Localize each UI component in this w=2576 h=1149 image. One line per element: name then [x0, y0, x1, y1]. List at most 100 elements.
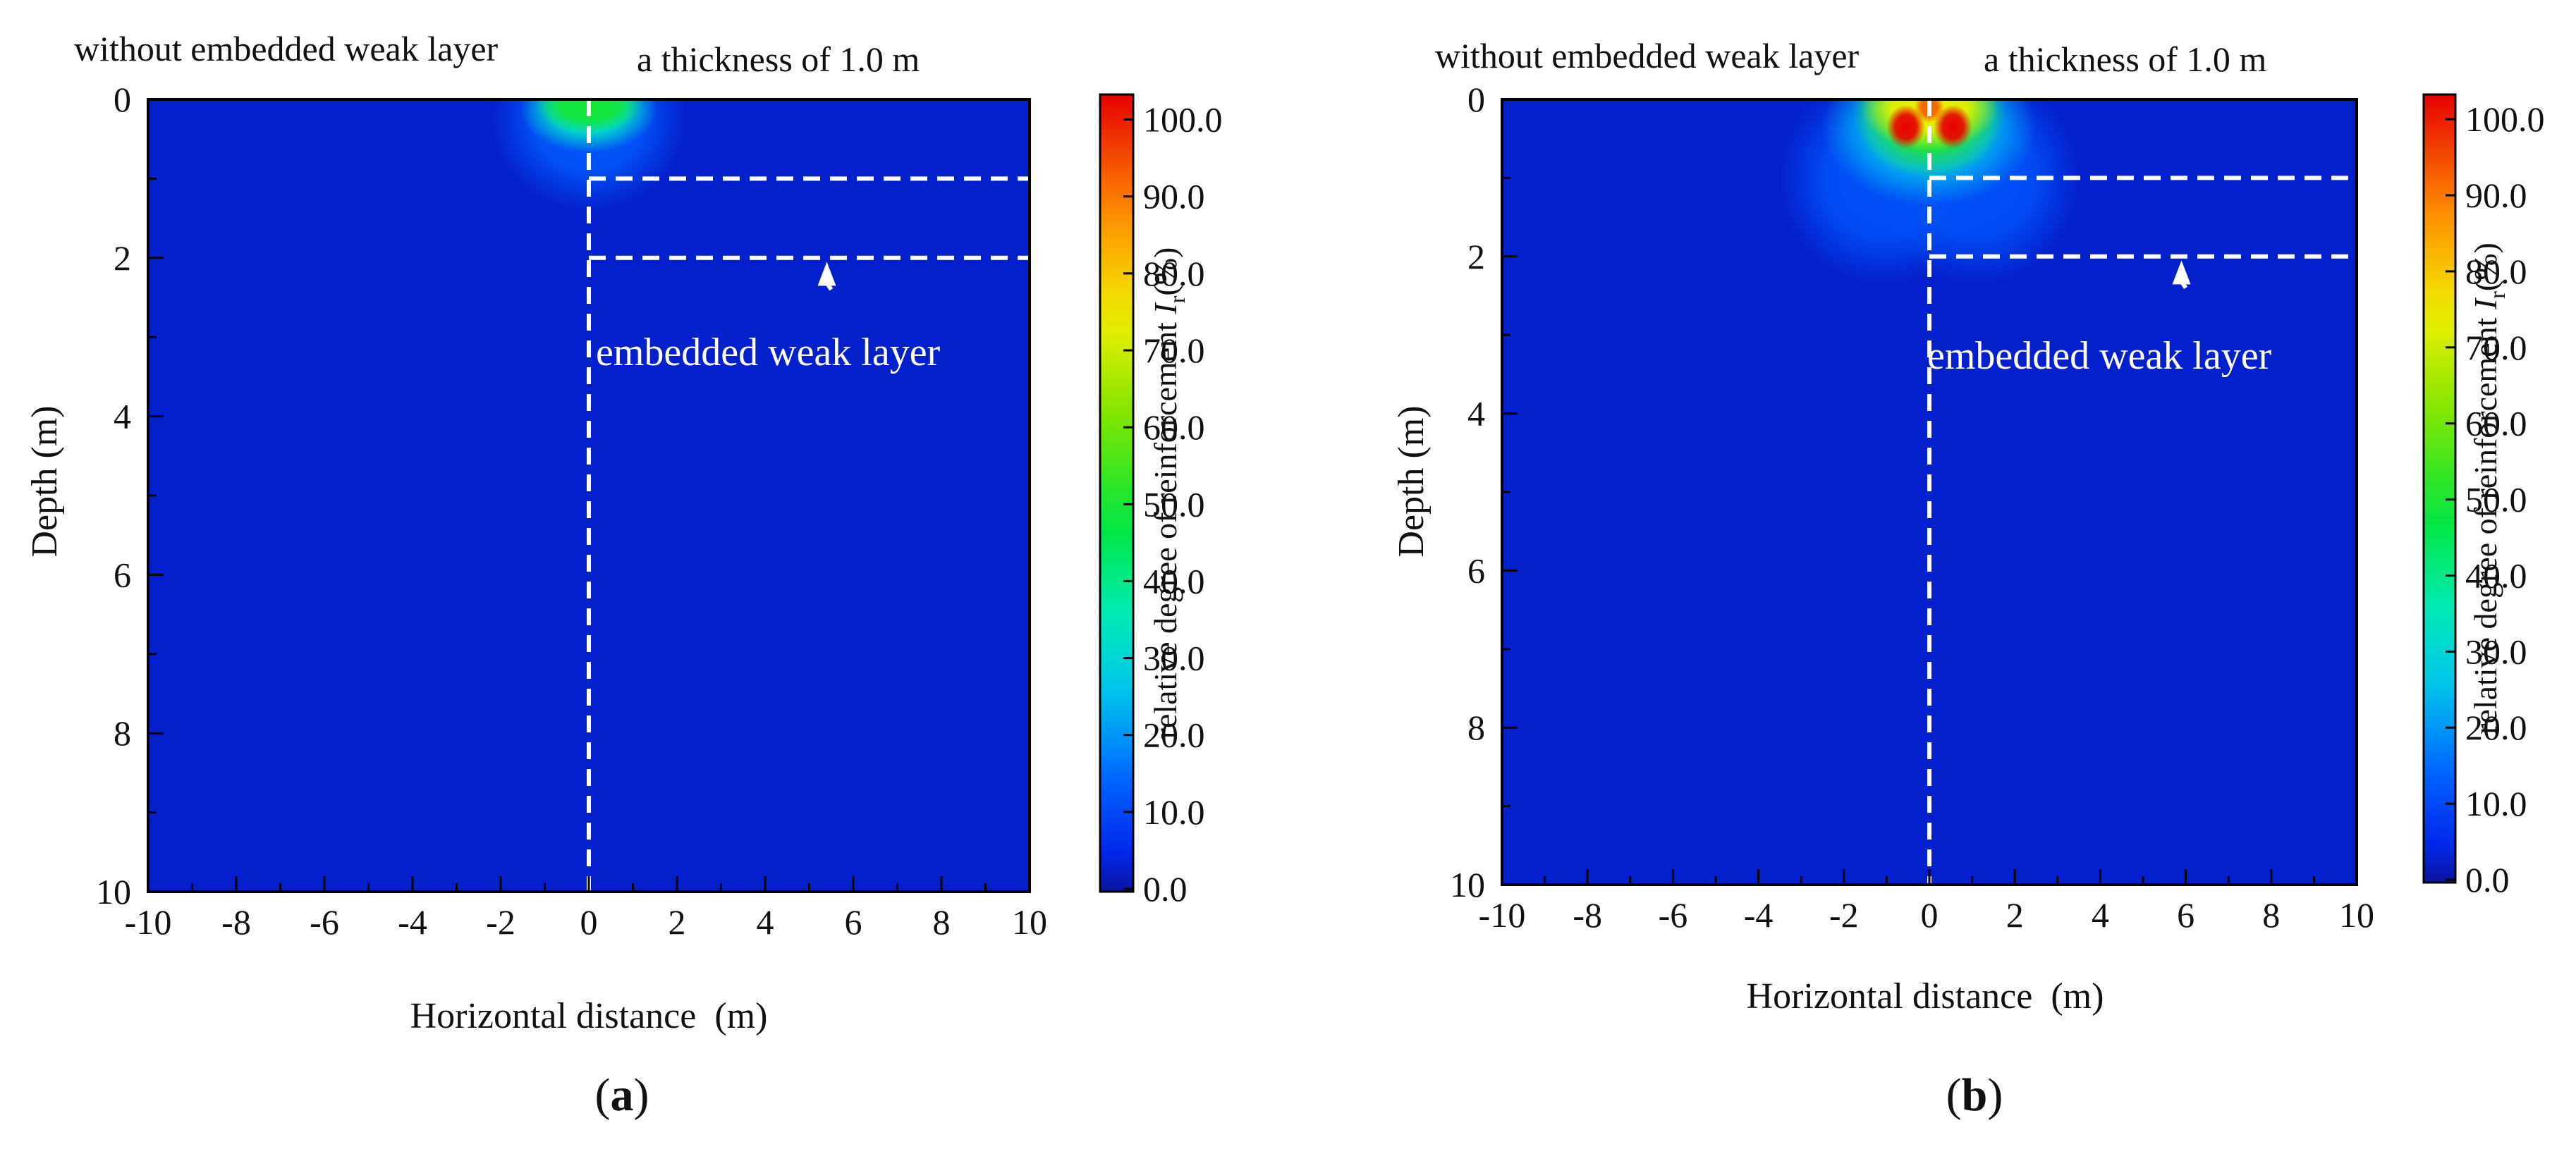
y-tick-label: 8: [114, 713, 131, 753]
colorbar-tick-label: 30.0: [2465, 632, 2527, 671]
annotation-without-weak-layer: without embedded weak layer: [1435, 36, 1860, 75]
x-axis-label: Horizontal distance (m): [1747, 976, 2104, 1016]
y-tick-label: 4: [114, 397, 131, 436]
panel-label-open-paren: (: [595, 1069, 611, 1121]
colorbar: 0.0 10.0 20.0 30.0 40.0 50.0 60.0 70.0 80.0 90.0 1…: [1099, 93, 1223, 909]
annotation-without-weak-layer: without embedded weak layer: [74, 29, 499, 68]
y-tick-label: 4: [1467, 394, 1485, 434]
arrow-head: [2172, 260, 2191, 285]
annotation-thickness: a thickness of 1.0 m: [1984, 39, 2266, 79]
panel-label-letter: b: [1962, 1069, 1988, 1121]
guide-lines: [1927, 99, 2357, 885]
colorbar-unit: (%): [1147, 247, 1183, 296]
colorbar-symbol: I: [1147, 302, 1183, 315]
contour-background: [148, 99, 1030, 892]
panel-label-open-paren: (: [1946, 1069, 1962, 1121]
colorbar-tick-label: 90.0: [1143, 177, 1205, 216]
colorbar-tick-label: 40.0: [1143, 561, 1205, 601]
annotation-thickness: a thickness of 1.0 m: [637, 39, 920, 79]
plot-area: [148, 99, 1030, 892]
y-axis-label: Depth (m): [1391, 405, 1432, 557]
contour-zone: [1886, 104, 1925, 149]
colorbar-tick-label: 100.0: [2465, 99, 2545, 139]
x-tick-label: -8: [221, 902, 251, 942]
colorbar-tick-label: 50.0: [1143, 484, 1205, 524]
colorbar-label: relative degree of reinforcement Ir(%): [1147, 247, 1190, 739]
colorbar-tick-label: 70.0: [2465, 328, 2527, 367]
x-tick-label: -8: [1573, 895, 1602, 935]
colorbar-tick-label: 40.0: [2465, 555, 2527, 595]
colorbar-tick-label: 20.0: [1143, 715, 1205, 755]
panel-a: without embedded weak layer a thickness …: [25, 29, 1223, 1121]
colorbar-gradient: [2422, 93, 2457, 884]
panel-label-b: (b): [1946, 1069, 2003, 1121]
y-tick-label: 0: [1467, 80, 1485, 119]
x-tick-label: 8: [2262, 895, 2280, 935]
colorbar-tick-label: 60.0: [2465, 404, 2527, 443]
colorbar-tick-label: 50.0: [2465, 480, 2527, 520]
x-tick-label: -10: [1479, 895, 1526, 935]
colorbar-tick-label: 100.0: [1143, 100, 1223, 140]
colorbar-unit: (%): [2467, 242, 2503, 291]
y-axis-label: Depth (m): [25, 405, 65, 557]
colorbar-tick-label: 90.0: [2465, 176, 2527, 215]
x-tick-label: 8: [933, 902, 951, 942]
x-tick-label: 6: [845, 902, 862, 942]
x-tick-label: -4: [398, 902, 427, 942]
x-tick-label: -2: [486, 902, 515, 942]
x-tick-label: -2: [1829, 895, 1859, 935]
x-tick-label: 2: [2006, 895, 2024, 935]
y-tick-label: 10: [96, 872, 131, 911]
colorbar-tick-label: 70.0: [1143, 331, 1205, 370]
colorbar-gradient: [1099, 93, 1135, 893]
y-tick-label: 2: [114, 238, 131, 278]
arrow-head: [817, 262, 836, 286]
colorbar-tick-label: 10.0: [1143, 792, 1205, 832]
colorbar-label-text: relative degree of reinforcement: [2467, 309, 2503, 735]
panel-label-close-paren: ): [634, 1069, 649, 1121]
axes: -10 -8 -6 -4 -2 0 2 4 6 8 10 0 2 4 6 8 10: [96, 80, 1047, 942]
panel-b: without embedded weak layer a thickness …: [1391, 36, 2545, 1121]
contour-zone: [536, 99, 642, 134]
guide-lines: [587, 99, 1030, 892]
x-tick-label: -6: [1659, 895, 1688, 935]
x-tick-label: 2: [669, 902, 686, 942]
x-tick-label: 0: [1921, 895, 1939, 935]
colorbar-tick-label: 10.0: [2465, 784, 2527, 823]
y-tick-label: 6: [114, 555, 131, 594]
x-tick-label: 0: [580, 902, 598, 942]
x-tick-label: 10: [2339, 895, 2374, 935]
annotation-embedded-weak-layer: embedded weak layer: [596, 331, 941, 374]
y-tick-label: 10: [1450, 865, 1485, 904]
colorbar-tick-label: 60.0: [1143, 407, 1205, 447]
x-tick-label: 4: [2092, 895, 2109, 935]
colorbar-tick-label: 80.0: [2465, 252, 2527, 291]
y-tick-label: 0: [114, 80, 131, 119]
x-axis-label: Horizontal distance (m): [410, 996, 768, 1036]
colorbar-tick-label: 30.0: [1143, 639, 1205, 678]
colorbar: 0.0 10.0 20.0 30.0 40.0 50.0 60.0 70.0 80.0 90.0 1…: [2422, 93, 2545, 899]
contour-zone: [1934, 104, 1972, 149]
x-tick-label: 6: [2177, 895, 2195, 935]
y-tick-label: 6: [1467, 551, 1485, 590]
axes: -10 -8 -6 -4 -2 0 2 4 6 8 10 0 2 4 6 8 10: [1450, 80, 2374, 935]
x-tick-label: -10: [125, 902, 172, 942]
annotation-embedded-weak-layer: embedded weak layer: [1927, 334, 2272, 378]
panel-label-letter: a: [611, 1069, 634, 1121]
colorbar-tick-label: 80.0: [1143, 254, 1205, 293]
colorbar-symbol: I: [2467, 297, 2503, 310]
x-tick-label: -4: [1744, 895, 1774, 935]
y-tick-label: 8: [1467, 708, 1485, 747]
y-tick-label: 2: [1467, 237, 1485, 276]
x-tick-label: -6: [310, 902, 339, 942]
x-tick-label: 10: [1012, 902, 1047, 942]
x-tick-label: 4: [757, 902, 774, 942]
panel-label-a: (a): [595, 1069, 649, 1121]
colorbar-tick-label: 20.0: [2465, 708, 2527, 747]
colorbar-subscript: r: [1164, 295, 1190, 303]
panel-label-close-paren: ): [1987, 1069, 2003, 1121]
colorbar-tick-label: 0.0: [1143, 869, 1188, 909]
colorbar-label: relative degree of reinforcement Ir(%): [2467, 242, 2510, 735]
colorbar-subscript: r: [2484, 291, 2510, 299]
